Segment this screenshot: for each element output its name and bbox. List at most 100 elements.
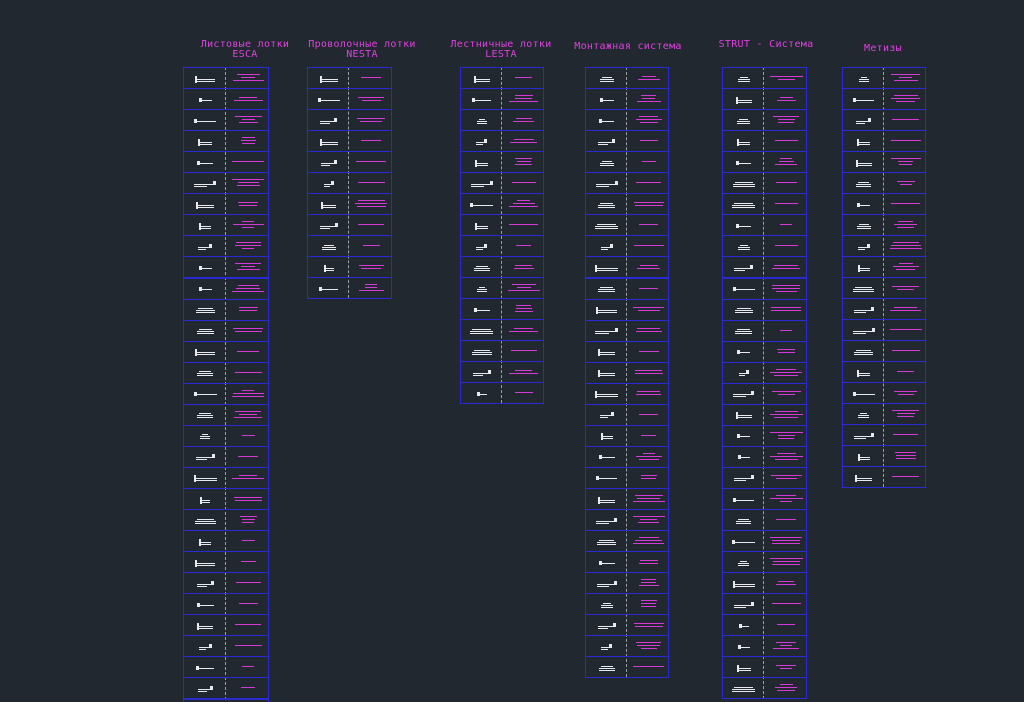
cad-symbol-icon xyxy=(196,665,214,672)
cad-symbol-icon xyxy=(320,159,337,167)
cad-symbol-icon xyxy=(856,181,871,188)
cad-symbol-icon xyxy=(734,264,753,272)
cad-symbol-icon xyxy=(472,97,491,104)
row-label-strokes xyxy=(502,95,545,104)
row-label-strokes xyxy=(226,561,270,564)
row-label-strokes xyxy=(764,203,808,206)
legend-row xyxy=(183,698,269,702)
legend-row xyxy=(307,193,392,215)
row-label-strokes xyxy=(349,77,393,80)
cad-symbol-icon xyxy=(737,349,750,356)
cad-symbol-icon xyxy=(598,138,615,146)
row-label-strokes xyxy=(764,410,808,420)
cad-symbol-icon xyxy=(193,475,217,483)
cad-symbol-icon xyxy=(597,539,616,546)
row-label-strokes xyxy=(764,642,808,651)
cad-symbol-icon xyxy=(600,243,613,251)
row-label-strokes xyxy=(884,95,927,104)
legend-row xyxy=(722,235,807,258)
row-label-strokes xyxy=(226,603,270,606)
cad-symbol-icon xyxy=(470,328,493,335)
legend-row xyxy=(585,551,669,574)
cad-symbol-icon xyxy=(323,264,334,272)
legend-row xyxy=(460,340,544,362)
legend-row xyxy=(585,340,669,363)
legend-row xyxy=(842,172,926,194)
row-label-strokes xyxy=(884,180,927,187)
row-label-strokes xyxy=(627,391,670,397)
legend-row xyxy=(460,277,544,299)
row-label-strokes xyxy=(627,287,670,291)
cad-symbol-icon xyxy=(194,180,216,188)
cad-symbol-icon xyxy=(733,391,754,398)
legend-row xyxy=(722,109,807,132)
row-label-strokes xyxy=(884,74,927,83)
legend-row xyxy=(307,109,392,131)
cad-symbol-icon xyxy=(855,159,872,167)
row-label-strokes xyxy=(627,95,670,104)
cad-symbol-icon xyxy=(196,328,214,335)
cad-symbol-icon xyxy=(475,159,488,167)
row-label-strokes xyxy=(502,350,545,353)
cad-symbol-icon xyxy=(733,601,754,609)
cad-symbol-icon xyxy=(195,454,215,461)
row-label-strokes xyxy=(627,622,670,629)
cad-symbol-icon xyxy=(319,286,338,293)
row-label-strokes xyxy=(502,369,545,376)
row-label-strokes xyxy=(884,221,927,230)
legend-row xyxy=(460,109,544,131)
row-label-strokes xyxy=(226,328,270,334)
legend-row xyxy=(460,67,544,89)
legend-row xyxy=(722,572,807,595)
cad-symbol-icon xyxy=(736,664,751,672)
legend-row xyxy=(842,109,926,131)
cad-symbol-icon xyxy=(855,474,872,482)
cad-symbol-icon xyxy=(598,560,615,567)
legend-row xyxy=(585,298,669,321)
row-label-strokes xyxy=(764,452,808,462)
legend-row xyxy=(842,151,926,173)
cad-symbol-icon xyxy=(857,202,870,209)
row-label-strokes xyxy=(226,666,270,669)
legend-row xyxy=(585,235,669,258)
cad-symbol-icon xyxy=(194,518,216,525)
legend-row xyxy=(307,172,392,194)
row-label-strokes xyxy=(764,140,808,143)
legend-row xyxy=(722,361,807,384)
legend-row xyxy=(460,88,544,110)
legend-table-metizy xyxy=(842,67,927,488)
row-label-strokes xyxy=(502,200,545,209)
cad-symbol-icon xyxy=(195,75,215,83)
legend-row xyxy=(183,466,270,489)
legend-row xyxy=(585,572,669,595)
row-label-strokes xyxy=(764,96,808,103)
legend-row xyxy=(307,151,392,173)
row-label-strokes xyxy=(627,328,670,334)
legend-row xyxy=(460,319,544,341)
legend-row xyxy=(585,593,669,616)
row-label-strokes xyxy=(349,264,393,271)
legend-row xyxy=(722,319,807,342)
row-label-strokes xyxy=(226,307,270,313)
legend-row xyxy=(722,656,807,679)
cad-symbol-icon xyxy=(200,433,210,440)
legend-row xyxy=(183,635,270,658)
column-title-strut: STRUT - Система xyxy=(718,39,814,50)
cad-symbol-icon xyxy=(857,243,870,251)
cad-symbol-icon xyxy=(193,391,217,398)
legend-row xyxy=(585,214,669,237)
row-label-strokes xyxy=(502,392,545,395)
legend-row xyxy=(183,593,270,616)
row-label-strokes xyxy=(226,645,270,648)
legend-row xyxy=(183,88,269,111)
row-label-strokes xyxy=(226,475,270,481)
legend-row xyxy=(722,635,808,658)
row-label-strokes xyxy=(764,284,808,294)
row-label-strokes xyxy=(884,140,927,143)
cad-symbol-icon xyxy=(734,307,753,314)
row-label-strokes xyxy=(764,558,808,567)
row-label-strokes xyxy=(884,242,927,251)
cad-symbol-icon xyxy=(319,222,338,230)
cad-symbol-icon xyxy=(599,76,614,83)
